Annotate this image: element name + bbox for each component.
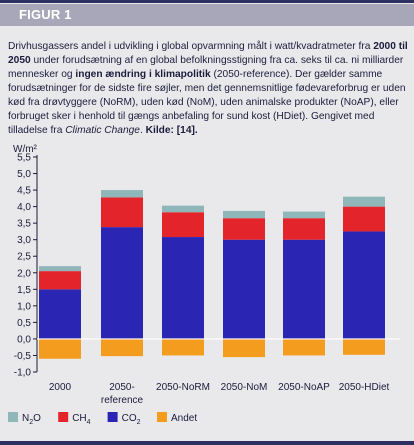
bar-segment-n-o [101, 190, 143, 198]
bar-segment-andet [283, 338, 325, 356]
y-tick-label: 1,0 [17, 301, 31, 312]
bar-segment-andet [343, 338, 385, 355]
x-tick-label: 2000 [49, 382, 72, 393]
bar-segment-co- [283, 239, 325, 339]
legend-swatch [8, 412, 18, 422]
legend-swatch [58, 412, 69, 422]
y-tick-label: 3,0 [17, 235, 31, 246]
caption-bold-source: Kilde: [14]. [145, 125, 198, 136]
bar-segment-ch- [39, 271, 81, 290]
y-tick-label: 0,5 [17, 318, 31, 329]
bar-segment-andet [223, 338, 265, 358]
caption-text-2: under forudsætning af en global befolkni… [8, 55, 404, 80]
bar-segment-andet [39, 338, 81, 359]
bar-segment-ch- [101, 197, 143, 228]
caption-bold-2: ingen ændring i klimapolitik [75, 69, 211, 80]
y-tick-label: 2,5 [17, 252, 31, 263]
top-rule [0, 0, 414, 3]
figure-label: FIGUR 1 [19, 7, 72, 22]
bar-segment-co- [162, 237, 204, 339]
caption-italic-source: Climatic Change [65, 125, 140, 136]
bar-segment-co- [39, 289, 81, 339]
x-tick-label: 2050-NoRM [156, 382, 210, 393]
bar-segment-n-o [283, 211, 325, 219]
caption-text-1: Drivhusgassers andel i udvikling i globa… [8, 41, 374, 52]
bar-segment-ch- [223, 218, 265, 240]
bar-segment-n-o [223, 210, 265, 219]
bar-segment-andet [101, 338, 143, 357]
y-tick-label: -1,0 [14, 368, 32, 379]
y-tick-label: 2,0 [17, 268, 31, 279]
x-tick-label: reference [101, 395, 144, 406]
y-axis-label: W/m² [13, 144, 38, 155]
bar-segment-ch- [162, 212, 204, 238]
y-tick-label: 4,5 [17, 186, 31, 197]
y-tick-label: 5,5 [17, 153, 31, 164]
bar-segment-ch- [283, 218, 325, 240]
legend-label: Andet [171, 413, 197, 424]
bar-segment-n-o [162, 205, 204, 213]
y-tick-label: 4,0 [17, 202, 31, 213]
figure-label-bar: FIGUR 1 [0, 4, 414, 26]
y-tick-label: 1,5 [17, 285, 31, 296]
y-tick-label: 5,0 [17, 169, 31, 180]
caption-text-3: (2050-reference). Der gælder samme forud… [8, 69, 406, 136]
legend-swatch [157, 412, 167, 422]
bar-segment-ch- [343, 206, 385, 232]
x-tick-label: 2050-HDiet [339, 382, 390, 393]
bar-segment-co- [343, 231, 385, 339]
legend-label: N2O [22, 413, 41, 426]
x-tick-label: 2050- [109, 382, 135, 393]
x-tick-label: 2050-NoM [221, 382, 268, 393]
bar-segment-co- [101, 227, 143, 339]
bar-segment-n-o [39, 266, 81, 272]
x-tick-label: 2050-NoAP [278, 382, 330, 393]
legend-swatch [107, 412, 118, 422]
figure-caption: Drivhusgassers andel i udvikling i globa… [8, 40, 408, 138]
caption-bold-1: 2000 til 2050 [8, 41, 408, 66]
y-tick-label: 3,5 [17, 219, 31, 230]
y-tick-label: 0,0 [17, 334, 31, 345]
bottom-rule [0, 441, 414, 445]
bar-segment-andet [162, 338, 204, 356]
y-tick-label: -0,5 [14, 351, 32, 362]
legend-label: CH4 [72, 413, 90, 426]
legend-label: CO2 [122, 413, 141, 426]
bar-segment-co- [223, 239, 265, 339]
caption-text-4: . [139, 125, 146, 136]
bar-segment-n-o [343, 196, 385, 207]
